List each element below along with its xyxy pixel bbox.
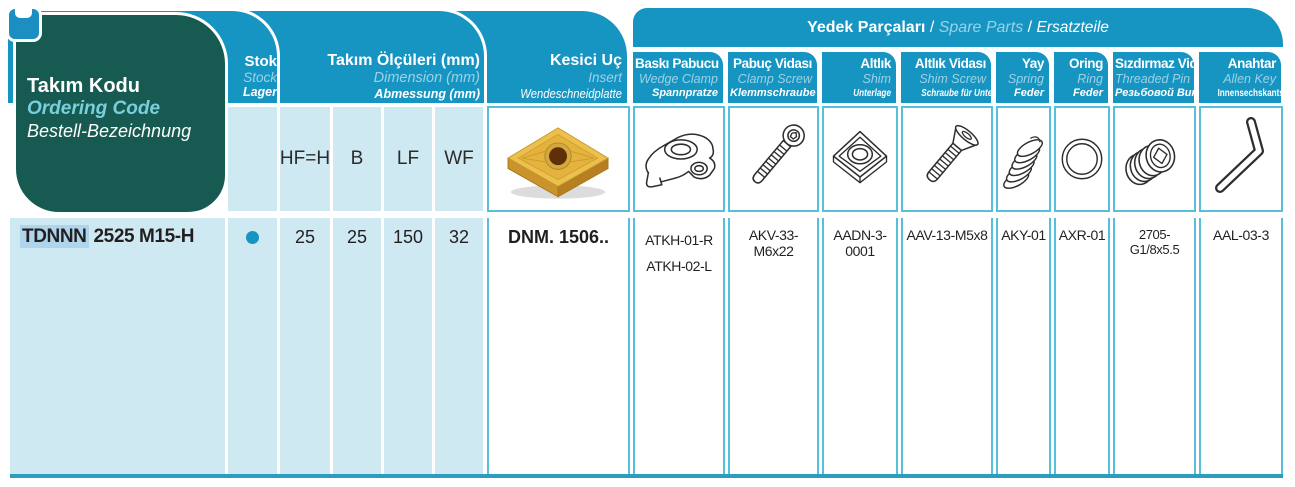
shim-value-cell: AADN-3-0001 bbox=[822, 218, 898, 474]
stock-column-title: Stok Stock Lager bbox=[242, 53, 277, 99]
page-corner-tab-icon bbox=[6, 5, 42, 42]
title-de: Bestell-Bezeichnung bbox=[27, 121, 192, 141]
insert-value-cell: DNM. 1506.. bbox=[487, 218, 630, 474]
separator: / bbox=[1023, 18, 1037, 36]
oring-cell bbox=[1054, 106, 1110, 212]
shim-icon bbox=[832, 130, 888, 184]
insert-photo-cell bbox=[487, 106, 630, 212]
allen-key-cell bbox=[1199, 106, 1283, 212]
shim-cell bbox=[822, 106, 898, 212]
threaded-pin-cell bbox=[1113, 106, 1196, 212]
code-highlight: TDNNN bbox=[20, 225, 89, 248]
dim-hf-value: 25 bbox=[280, 218, 330, 474]
stock-value-cell bbox=[228, 218, 277, 474]
part-number: ATKH-02-L bbox=[646, 258, 712, 274]
shim-screw-cell bbox=[901, 106, 993, 212]
part-number: ATKH-01-R bbox=[645, 232, 713, 248]
wedge-clamp-value-cell: ATKH-01-R ATKH-02-L bbox=[633, 218, 725, 474]
column-header-threaded-pin: Sızdırmaz Vida Threaded Pin Резьбовой Ви… bbox=[1113, 50, 1208, 103]
shim-screw-value-cell: AAV-13-M5x8 bbox=[901, 218, 993, 474]
dim-b-value: 25 bbox=[333, 218, 381, 474]
spare-parts-title-tr: Yedek Parçaları bbox=[807, 18, 926, 36]
column-header-spring: Yay Spring Feder bbox=[996, 50, 1051, 103]
dim-col-hf: HF=H bbox=[280, 107, 330, 211]
table-bottom-rule bbox=[10, 474, 1283, 478]
clamp-screw-cell bbox=[728, 106, 819, 212]
wedge-clamp-icon bbox=[645, 133, 716, 188]
insert-icon bbox=[507, 127, 609, 199]
spare-parts-band: Yedek Parçaları / Spare Parts / Ersatzte… bbox=[633, 8, 1283, 47]
oring-value-cell: AXR-01 bbox=[1054, 218, 1110, 474]
column-header-shim-screw: Altlık Vidası Shim Screw Schraube für Un… bbox=[901, 50, 1012, 103]
dim-col-lf: LF bbox=[384, 107, 432, 211]
allen-key-value-cell: AAL-03-3 bbox=[1199, 218, 1283, 474]
spring-icon bbox=[1003, 136, 1043, 189]
separator: / bbox=[925, 18, 939, 36]
code-rest: 2525 M15-H bbox=[93, 226, 195, 247]
shim-screw-icon bbox=[926, 124, 979, 183]
dim-wf-value: 32 bbox=[435, 218, 483, 474]
ordering-code-header-box bbox=[13, 12, 228, 215]
column-header-oring: Oring Ring Feder bbox=[1054, 50, 1110, 103]
ordering-code-value-cell: TDNNN 2525 M15-H bbox=[10, 218, 225, 474]
threaded-pin-value-cell: 2705-G1/8x5.5 bbox=[1113, 218, 1196, 474]
clamp-screw-icon bbox=[751, 124, 805, 184]
clamp-screw-value-cell: AKV-33-M6x22 bbox=[728, 218, 819, 474]
dim-lf-value: 150 bbox=[384, 218, 432, 474]
dim-col-wf: WF bbox=[435, 107, 483, 211]
ordering-code-title: Takım Kodu Ordering Code Bestell-Bezeich… bbox=[27, 75, 191, 143]
column-header-clamp-screw: Pabuç Vidası Clamp Screw Klemmschraube bbox=[728, 50, 819, 103]
title-en: Ordering Code bbox=[27, 97, 161, 119]
wedge-clamp-cell bbox=[633, 106, 725, 212]
column-header-shim: Altlık Shim Unterlage bbox=[822, 50, 898, 103]
stock-subheader-cell bbox=[228, 107, 277, 211]
stock-dot bbox=[246, 231, 259, 244]
allen-key-icon bbox=[1215, 117, 1264, 193]
dim-col-b: B bbox=[333, 107, 381, 211]
spring-value-cell: AKY-01 bbox=[996, 218, 1051, 474]
corner-tab-notch bbox=[15, 5, 32, 18]
spare-parts-title-de: Ersatzteile bbox=[1036, 18, 1109, 36]
column-header-allen-key: Anahtar Allen Key Innensechskantschlüsse… bbox=[1199, 50, 1295, 103]
oring-icon bbox=[1061, 138, 1103, 180]
insert-column-title: Kesici Uç Insert Wendeschneidplatte bbox=[520, 52, 622, 101]
spring-cell bbox=[996, 106, 1051, 212]
column-header-wedge-clamp: Baskı Pabucu Wedge Clamp Spannpratze bbox=[633, 50, 725, 103]
threaded-pin-icon bbox=[1124, 139, 1175, 186]
title-tr: Takım Kodu bbox=[27, 75, 140, 97]
dimensions-group-title: Takım Ölçüleri (mm) Dimension (mm) Abmes… bbox=[327, 52, 480, 101]
spare-parts-title-en: Spare Parts bbox=[938, 18, 1024, 36]
